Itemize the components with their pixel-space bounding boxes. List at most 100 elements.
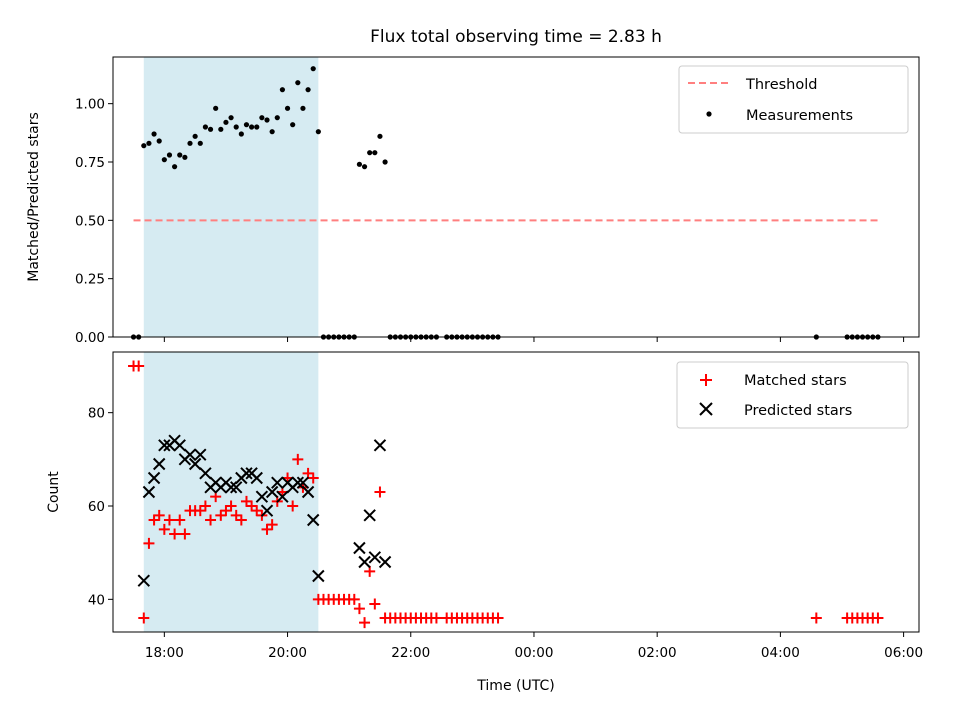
data-point [158, 439, 171, 452]
data-point [156, 138, 162, 144]
data-point [305, 87, 311, 93]
data-point [430, 612, 442, 624]
data-point [377, 133, 383, 139]
data-point [359, 617, 371, 629]
data-point [161, 157, 167, 163]
data-point [260, 504, 274, 517]
data-point [238, 131, 244, 137]
data-point [163, 514, 175, 526]
data-point [287, 500, 299, 512]
data-point [290, 122, 296, 128]
data-point [199, 500, 211, 512]
y-tick-label: 40 [88, 592, 105, 608]
data-point [243, 122, 250, 128]
data-point [292, 453, 304, 465]
y-tick-label: 80 [88, 406, 105, 422]
data-point [187, 140, 193, 146]
data-point [151, 131, 157, 137]
count-series-1 [137, 434, 392, 587]
data-point [202, 124, 209, 130]
data-point [259, 115, 265, 121]
data-point [147, 471, 161, 485]
data-point [197, 140, 203, 146]
data-point [374, 486, 386, 498]
data-point [199, 467, 212, 480]
x-tick-label: 02:00 [638, 645, 677, 661]
count-panel: 40 60 80 18:00 20:00 22:00 00:00 02:00 04:00 06:… [46, 351, 923, 694]
x-tick-label: 00:00 [515, 645, 554, 661]
legend-threshold-label: Threshold [745, 77, 817, 93]
data-point [230, 481, 243, 494]
data-point [158, 523, 170, 535]
data-point [358, 555, 371, 569]
chart-title: Flux total observing time = 2.83 h [370, 27, 662, 47]
data-point [312, 569, 325, 583]
data-point [240, 467, 253, 480]
data-point [177, 152, 183, 158]
data-point [172, 164, 178, 170]
legend-matched-swatch [700, 374, 712, 386]
data-point [284, 105, 291, 111]
data-point [265, 485, 279, 499]
data-point [143, 537, 155, 549]
x-tick-label: 20:00 [268, 645, 307, 661]
data-point [296, 476, 310, 489]
data-point [182, 154, 188, 160]
legend-measurements-label: Measurements [746, 108, 853, 124]
count-series-0 [128, 360, 884, 629]
data-point [372, 150, 378, 156]
data-point [810, 612, 822, 624]
data-point [220, 505, 232, 517]
data-point [152, 457, 166, 471]
data-point [255, 490, 269, 503]
data-point [235, 514, 247, 526]
data-point [240, 495, 252, 507]
data-point [363, 509, 376, 522]
y-tick-label: 0.75 [75, 155, 105, 171]
data-point [194, 505, 206, 517]
data-point [353, 541, 366, 555]
y-tick-label: 0.25 [75, 272, 105, 288]
data-point [194, 448, 207, 461]
data-point [382, 159, 388, 165]
data-point [138, 612, 150, 624]
data-point [141, 143, 147, 149]
data-point [367, 150, 373, 156]
data-point [230, 509, 242, 521]
data-point [205, 514, 217, 526]
y-tick-label: 60 [88, 499, 105, 515]
ratio-panel-ylabel: Matched/Predicted stars [26, 112, 42, 282]
data-point [353, 603, 365, 615]
data-point [307, 513, 320, 527]
y-tick-label: 1.00 [75, 97, 105, 113]
ratio-panel-legend: Threshold Measurements [678, 65, 909, 134]
data-point [315, 129, 321, 135]
data-point [264, 117, 270, 123]
data-point [276, 490, 289, 503]
count-panel-legend: Matched stars Predicted stars [676, 361, 909, 429]
data-point [153, 509, 165, 521]
data-point [266, 519, 278, 531]
ratio-series-0 [130, 66, 881, 340]
y-tick-label: 0.00 [75, 330, 105, 346]
data-point [188, 457, 202, 471]
data-point [291, 476, 305, 489]
data-point [271, 476, 284, 489]
data-point [310, 66, 316, 72]
data-point [249, 124, 255, 130]
data-point [224, 481, 238, 494]
data-point [225, 500, 237, 512]
data-point [142, 485, 156, 499]
data-point [192, 133, 198, 139]
data-point [174, 514, 186, 526]
x-axis-label: Time (UTC) [476, 678, 554, 694]
data-point [228, 115, 234, 121]
data-point [233, 124, 239, 130]
data-point [279, 87, 286, 93]
data-point [207, 126, 214, 132]
data-point [301, 485, 315, 499]
ratio-panel-frame [112, 56, 920, 338]
legend-predicted-label: Predicted stars [744, 403, 852, 419]
data-point [348, 593, 360, 605]
